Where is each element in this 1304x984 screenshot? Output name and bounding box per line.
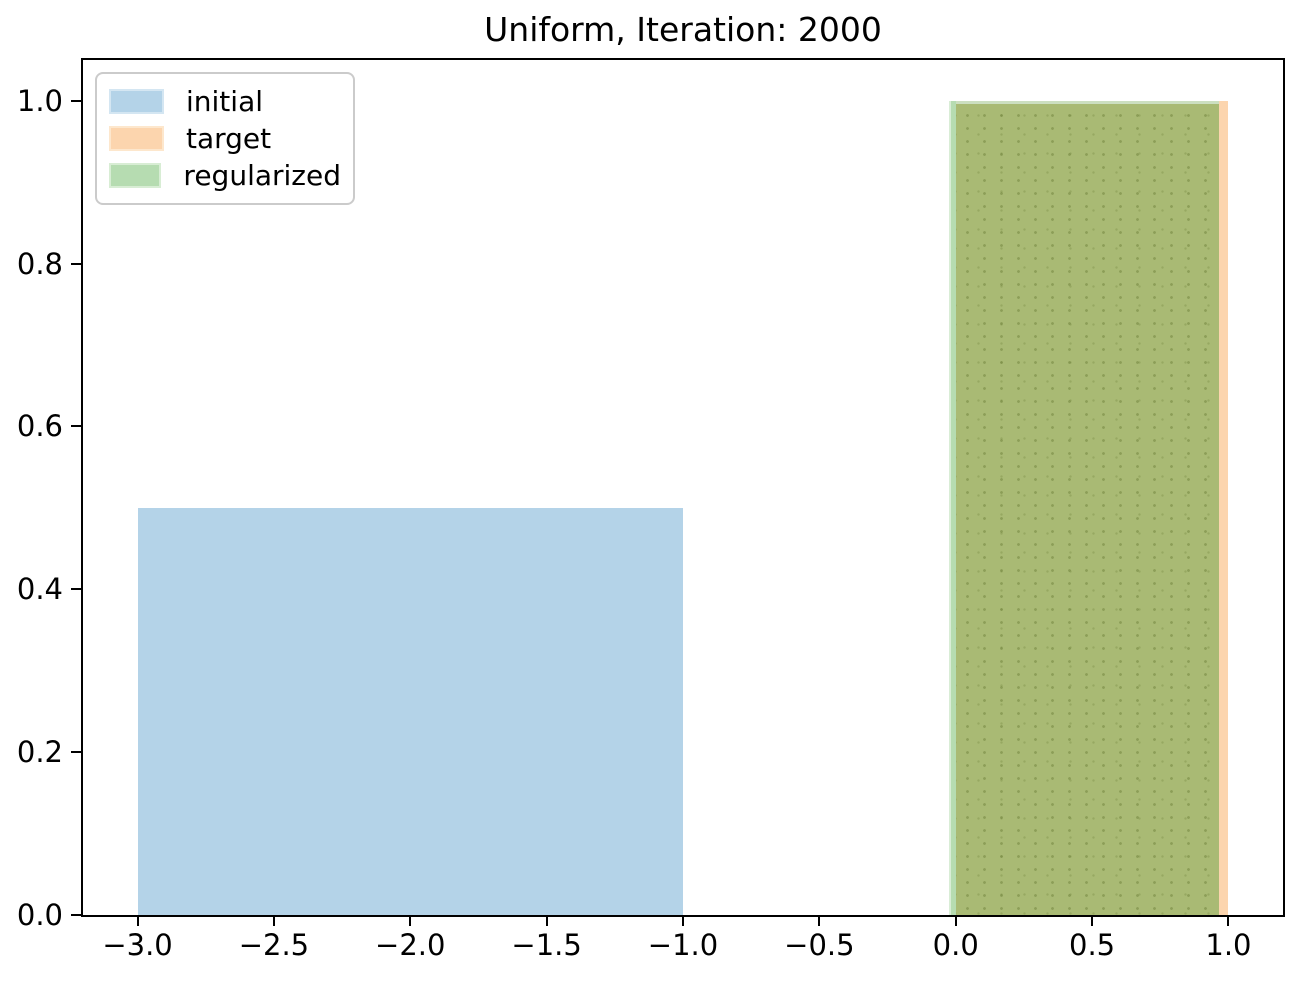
x-tick-label: 0.5 — [1069, 928, 1116, 962]
x-tick-label: −3.0 — [102, 928, 173, 962]
y-tick-mark — [71, 914, 81, 916]
legend-swatch-regularized — [109, 163, 162, 188]
x-tick-mark — [136, 917, 139, 926]
x-tick-mark — [409, 917, 412, 926]
x-tick-mark — [682, 917, 684, 926]
y-tick-mark — [71, 99, 81, 102]
bar-regularized-target-overlap — [955, 100, 1219, 915]
x-tick-label: −2.0 — [375, 928, 446, 962]
legend-row-regularized: regularized — [109, 157, 341, 194]
y-tick-label: 0.4 — [16, 572, 63, 607]
x-tick-label: −1.5 — [511, 928, 582, 962]
x-tick-label: −0.5 — [784, 928, 855, 962]
legend-row-target: target — [109, 120, 341, 157]
legend-row-initial: initial — [109, 83, 341, 120]
x-tick-mark — [272, 917, 275, 926]
y-tick-label: 0.0 — [16, 898, 63, 932]
x-tick-label: −2.5 — [238, 928, 310, 962]
x-tick-label: 1.0 — [1205, 928, 1252, 962]
x-tick-mark — [1227, 917, 1230, 926]
legend: initial target regularized — [95, 72, 355, 205]
legend-swatch-target — [109, 126, 164, 151]
plot-area: initial target regularized — [81, 58, 1285, 917]
x-tick-mark — [1091, 917, 1094, 926]
legend-label-target: target — [186, 121, 272, 155]
x-tick-label: −1.0 — [647, 928, 719, 962]
y-tick-mark — [71, 751, 81, 754]
y-tick-label: 0.8 — [16, 246, 63, 281]
chart-title: Uniform, Iteration: 2000 — [484, 10, 882, 49]
x-tick-mark — [818, 917, 821, 926]
y-tick-label: 0.6 — [16, 409, 63, 444]
y-tick-mark — [71, 262, 81, 265]
legend-swatch-initial — [109, 89, 164, 114]
y-tick-label: 1.0 — [16, 83, 63, 118]
x-tick-mark — [954, 917, 957, 926]
legend-label-regularized: regularized — [183, 158, 341, 192]
bar-initial — [137, 507, 683, 915]
bars-layer — [83, 60, 1283, 915]
x-tick-mark — [545, 917, 548, 926]
y-tick-mark — [71, 425, 81, 428]
x-tick-label: 0.0 — [932, 928, 979, 962]
y-tick-label: 0.2 — [16, 735, 63, 770]
y-tick-mark — [71, 588, 81, 591]
legend-label-initial: initial — [186, 84, 263, 118]
